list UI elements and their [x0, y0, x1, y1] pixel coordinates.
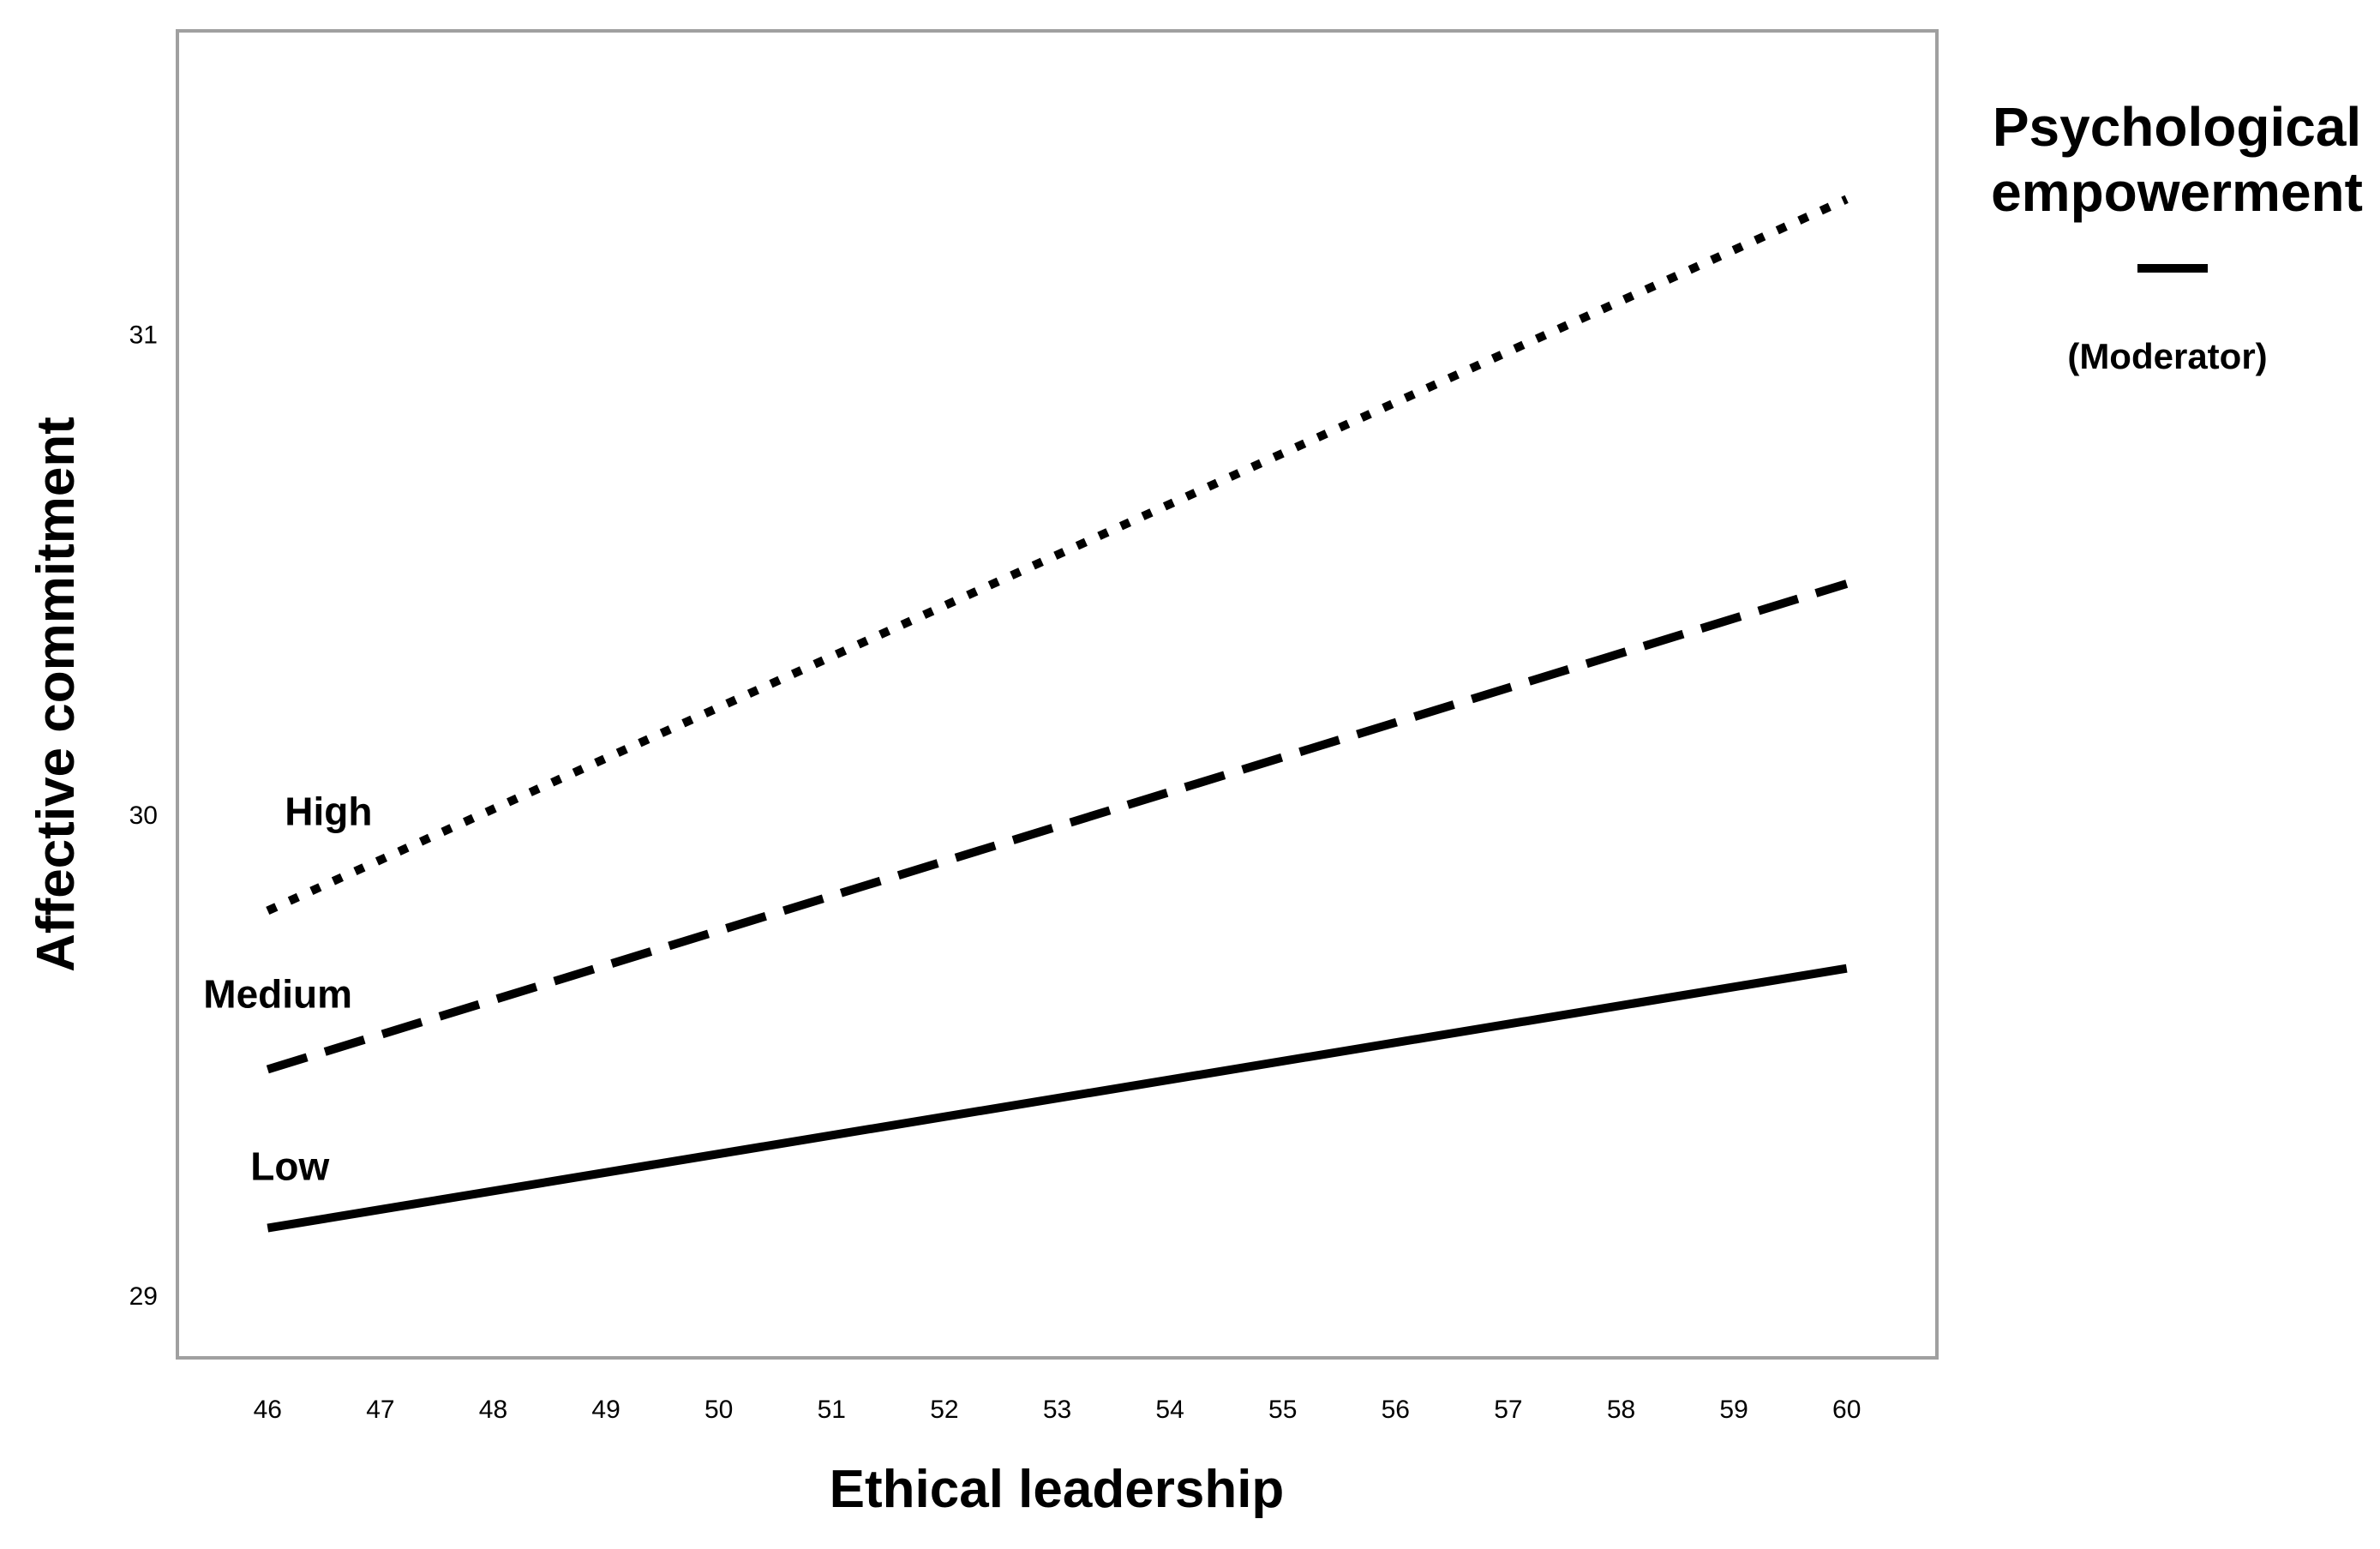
series-label-high: High [285, 789, 372, 833]
x-axis-ticks: 46 47 48 49 50 51 52 53 54 55 56 57 58 59 60 [254, 1396, 1861, 1424]
x-axis-title: Ethical leadership [830, 1460, 1285, 1519]
x-tick-label: 54 [1155, 1396, 1184, 1424]
legend-title-line-1: Psychological [1993, 96, 2361, 158]
x-tick-label: 47 [366, 1396, 394, 1424]
x-tick-label: 60 [1832, 1396, 1861, 1424]
x-tick-label: 56 [1382, 1396, 1410, 1424]
y-tick-label: 29 [129, 1282, 158, 1311]
legend: Psychological empowerment (Moderator) [1991, 96, 2363, 376]
legend-note: (Moderator) [2067, 336, 2267, 376]
y-tick-label: 30 [129, 802, 158, 830]
x-tick-label: 55 [1268, 1396, 1297, 1424]
plot-area-frame [176, 29, 1939, 1360]
x-tick-label: 48 [479, 1396, 507, 1424]
series-line-low [267, 964, 1848, 1233]
series-line-medium [266, 579, 1849, 1074]
x-tick-label: 53 [1043, 1396, 1071, 1424]
x-tick-label: 50 [704, 1396, 733, 1424]
x-tick-label: 58 [1607, 1396, 1635, 1424]
x-tick-label: 52 [930, 1396, 958, 1424]
x-tick-label: 46 [254, 1396, 282, 1424]
y-axis-ticks: 29 30 31 [129, 321, 158, 1311]
series-labels: High Medium Low [203, 789, 372, 1188]
series-line-high [266, 195, 1849, 915]
series-label-low: Low [250, 1144, 329, 1189]
y-tick-label: 31 [129, 321, 158, 349]
series-label-medium: Medium [203, 971, 352, 1016]
x-tick-label: 57 [1494, 1396, 1522, 1424]
y-axis-title: Affective commitment [27, 417, 86, 972]
series-lines [266, 195, 1849, 1233]
x-tick-label: 59 [1719, 1396, 1748, 1424]
x-tick-label: 51 [818, 1396, 846, 1424]
x-tick-label: 49 [591, 1396, 620, 1424]
legend-title-line-2: empowerment [1991, 161, 2363, 223]
